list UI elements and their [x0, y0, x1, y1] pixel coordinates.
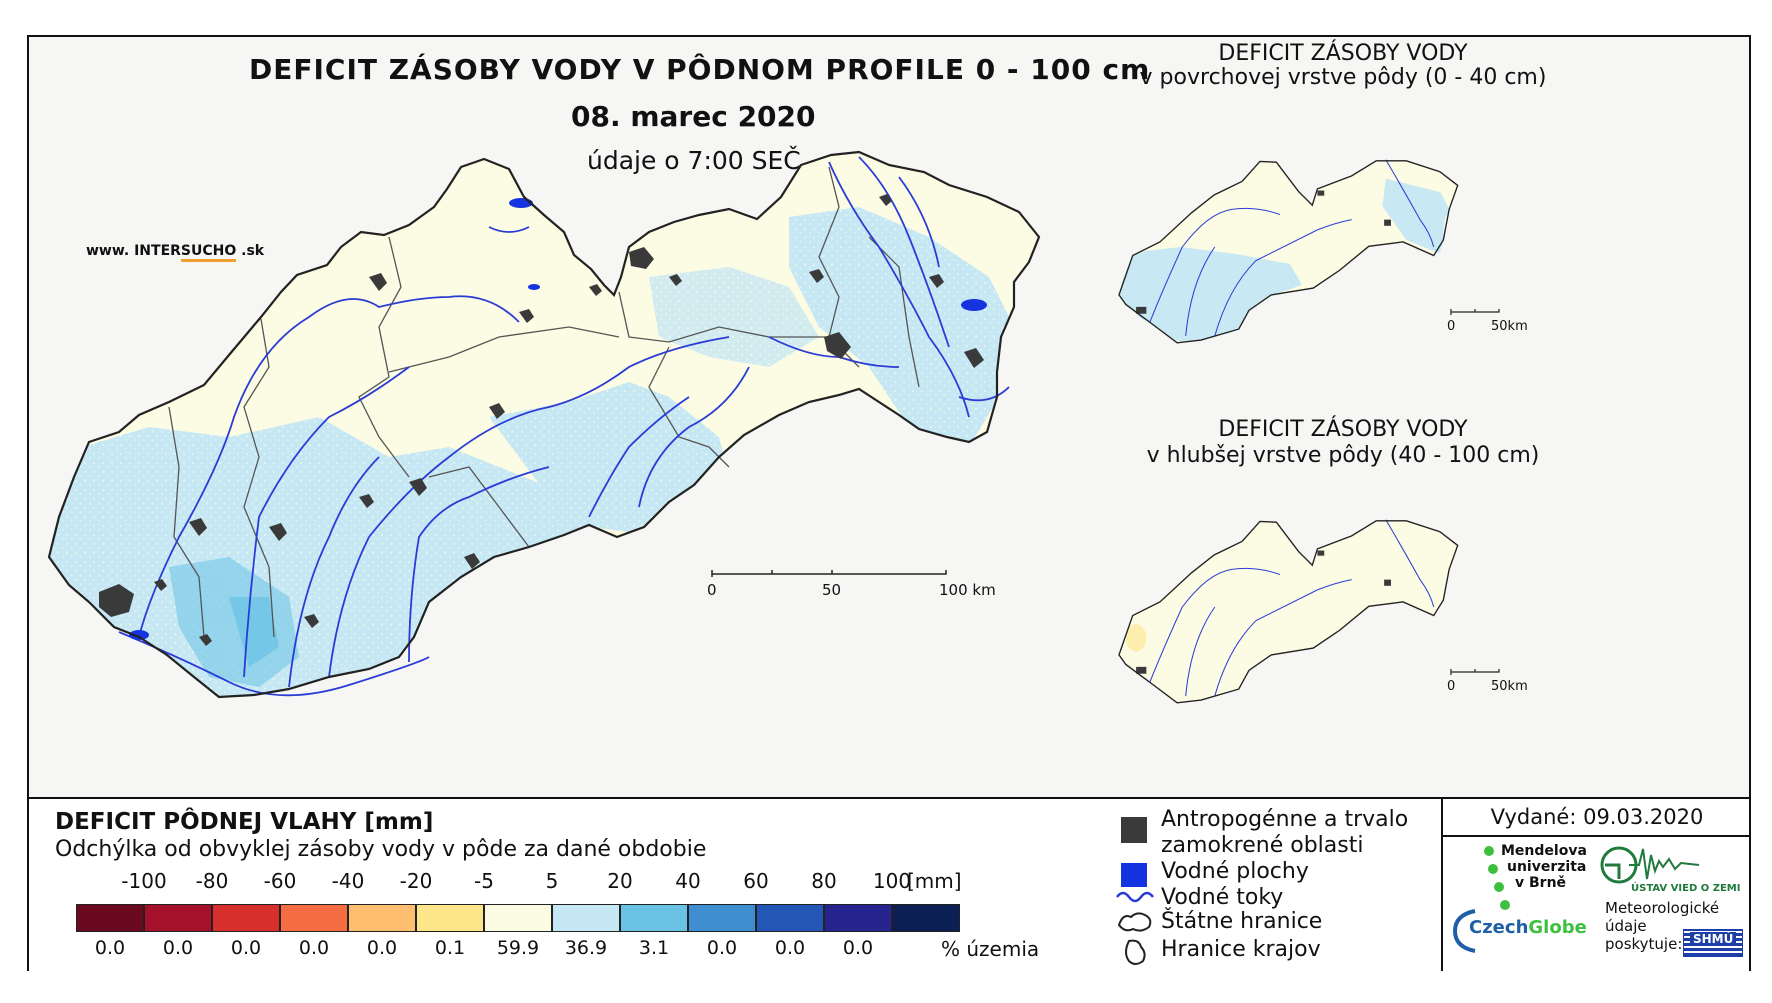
symbol-urban-label-2: zamokrené oblasti: [1161, 833, 1364, 858]
mendel-line-1: Mendelova: [1501, 843, 1587, 859]
website-suffix: .sk: [236, 243, 265, 259]
symbol-border-icon: [1117, 912, 1152, 932]
colorbar-boundary-value: 80: [811, 869, 837, 893]
issued-date: Vydané: 09.03.2020: [1443, 799, 1751, 837]
colorbar-percent-value: 0.0: [162, 937, 194, 959]
credits-box: Vydané: 09.03.2020 Mendelova univerzita …: [1441, 799, 1751, 971]
colorbar-swatch: [144, 904, 212, 932]
symbol-border-label: Štátne hranice: [1161, 909, 1323, 934]
colorbar-percent-value: 0.0: [94, 937, 126, 959]
inset-bottom-title-line1: DEFICIT ZÁSOBY VODY: [1218, 417, 1468, 442]
ustav-vied-o-zemi-logo-icon: [1600, 846, 1700, 884]
urban-areas: [99, 194, 984, 646]
inset-top-map: [1118, 159, 1459, 344]
inset-top-scale-0: 0: [1447, 319, 1456, 334]
main-scale-label-50: 50: [822, 581, 842, 599]
colorbar-boundary-value: 100: [872, 869, 912, 893]
colorbar-boundary-value: 5: [545, 869, 559, 893]
symbol-river-label: Vodné toky: [1161, 885, 1284, 910]
czechglobe-logo-icon: [1452, 909, 1476, 953]
inset-bottom-map: [1118, 519, 1459, 704]
colorbar-percent-value: 0.0: [298, 937, 330, 959]
symbol-water-icon: [1121, 863, 1147, 887]
inset-bottom-scale-50: 50km: [1491, 679, 1528, 694]
inset-bottom-title-line2: v hlubšej vrstve pôdy (40 - 100 cm): [1146, 443, 1540, 468]
colorbar-swatch: [756, 904, 824, 932]
main-map-svg: [47, 150, 1041, 699]
main-scale-bar: [711, 570, 947, 577]
colorbar-boundary-value: -60: [263, 869, 297, 893]
colorbar-percent-unit: % územia: [941, 937, 1040, 961]
mendel-line-2: univerzita: [1507, 859, 1587, 875]
map-sheet: DEFICIT ZÁSOBY VODY V PÔDNOM PROFILE 0 -…: [27, 35, 1751, 971]
inset-bottom-scale-bar: [1450, 669, 1500, 675]
symbol-water-label: Vodné plochy: [1161, 859, 1309, 884]
mendel-line-3: v Brně: [1515, 875, 1567, 891]
colorbar-swatch: [688, 904, 756, 932]
region-borders: [168, 166, 920, 638]
colorbar-swatch: [552, 904, 620, 932]
colorbar-swatch: [280, 904, 348, 932]
main-map-title: DEFICIT ZÁSOBY VODY V PÔDNOM PROFILE 0 -…: [249, 53, 1151, 86]
symbol-region-label: Hranice krajov: [1161, 937, 1321, 962]
colorbar-swatch: [892, 904, 960, 932]
colorbar-boundary-value: -40: [331, 869, 365, 893]
colorbar-swatch: [348, 904, 416, 932]
symbol-river-icon: [1116, 891, 1154, 903]
colorbar-swatch: [620, 904, 688, 932]
shmu-logo-text: SHMÚ: [1690, 932, 1737, 946]
legend-subtitle: Odchýlka od obvyklej zásoby vody v pôde …: [55, 837, 707, 862]
colorbar-swatch: [416, 904, 484, 932]
colorbar-swatch: [76, 904, 144, 932]
colorbar-swatch: [212, 904, 280, 932]
ustav-label: ÚSTAV VIED O ZEMI: [1631, 883, 1741, 894]
colorbar-percent-value: 0.0: [774, 937, 806, 959]
inset-top-scale-50: 50km: [1491, 319, 1528, 334]
czechglobe-label: CzechGlobe: [1469, 917, 1587, 938]
colorbar-percent-value: 59.9: [496, 937, 540, 959]
colorbar-unit-label: [mm]: [907, 869, 962, 893]
website-label: www. INTERSUCHO .sk: [86, 243, 265, 262]
inset-top-title-line2: v povrchovej vrstve pôdy (0 - 40 cm): [1139, 65, 1547, 90]
website-prefix: www. INTER: [86, 243, 181, 259]
main-scale-label-100: 100 km: [939, 581, 996, 599]
colorbar-percent-value: 0.0: [366, 937, 398, 959]
symbol-urban-label-1: Antropogénne a trvalo: [1161, 807, 1409, 832]
main-map-time: údaje o 7:00 SEČ: [587, 146, 801, 175]
colorbar-percent-value: 0.1: [434, 937, 466, 959]
meteo-credit-line-1: Meteorologické: [1605, 899, 1720, 917]
inset-top-scale-bar: [1450, 309, 1500, 315]
meteo-credit-line-3: poskytuje:: [1605, 935, 1683, 953]
mendel-university-logo-icon: [1484, 846, 1510, 910]
legend-title: DEFICIT PÔDNEJ VLAHY [mm]: [55, 809, 434, 835]
map-panel: DEFICIT ZÁSOBY VODY V PÔDNOM PROFILE 0 -…: [29, 37, 1749, 797]
colorbar-boundary-value: 60: [743, 869, 769, 893]
colorbar-percent-value: 0.0: [230, 937, 262, 959]
meteo-credit-line-2: údaje: [1605, 917, 1647, 935]
colorbar-boundary-value: 20: [607, 869, 633, 893]
legend-panel: DEFICIT PÔDNEJ VLAHY [mm] Odchýlka od ob…: [29, 797, 1751, 971]
colorbar-percent-value: 0.0: [842, 937, 874, 959]
state-border: [47, 150, 1041, 699]
symbol-urban-icon: [1121, 817, 1147, 843]
colorbar-boundary-value: 40: [675, 869, 701, 893]
colorbar-swatch: [484, 904, 552, 932]
inset-top-title-line1: DEFICIT ZÁSOBY VODY: [1218, 41, 1468, 66]
colorbar-boundary-value: -100: [121, 869, 167, 893]
colorbar-boundary-value: -5: [474, 869, 494, 893]
colorbar-swatch: [824, 904, 892, 932]
colorbar-boundary-value: -80: [195, 869, 229, 893]
website-brand: SUCHO: [180, 243, 237, 262]
czechglobe-part-b: Globe: [1528, 917, 1587, 938]
symbol-region-icon: [1125, 939, 1146, 965]
inset-bottom-scale-0: 0: [1447, 679, 1456, 694]
main-map-date: 08. marec 2020: [571, 100, 816, 133]
colorbar-percent-value: 0.0: [706, 937, 738, 959]
colorbar-boundary-value: -20: [399, 869, 433, 893]
colorbar-percent-value: 3.1: [638, 937, 670, 959]
main-scale-label-0: 0: [707, 581, 717, 599]
colorbar-percent-value: 36.9: [564, 937, 608, 959]
czechglobe-part-a: Czech: [1469, 917, 1529, 938]
shmu-logo: SHMÚ: [1683, 929, 1743, 957]
